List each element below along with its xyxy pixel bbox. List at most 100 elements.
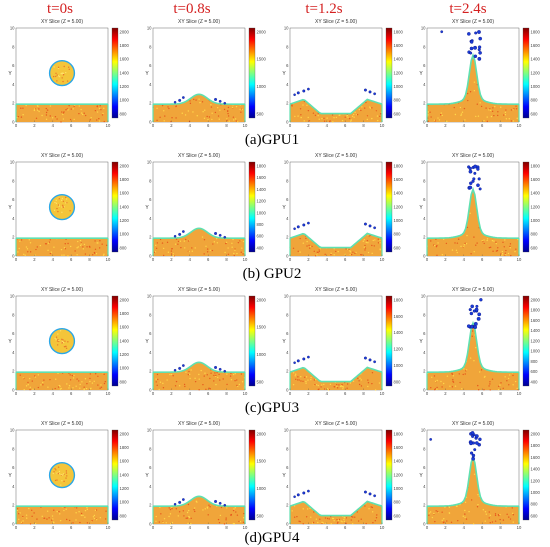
droplet-speckle [63, 65, 65, 68]
pool-speckle [373, 245, 375, 247]
pool-speckle [155, 515, 157, 518]
pool-fill [290, 501, 382, 524]
pool-fill [153, 228, 245, 256]
pool-speckle [155, 520, 157, 522]
droplet-speckle [61, 338, 63, 341]
x-tick-label: 8 [499, 123, 502, 128]
slice-panel: XY Slice (Z = 5.00)02468100246810XY20001… [419, 284, 549, 396]
droplet-speckle [67, 66, 70, 68]
pool-speckle [305, 376, 308, 378]
pool-speckle [194, 510, 196, 513]
y-tick-label: 10 [284, 294, 289, 299]
pool-speckle [211, 112, 213, 114]
pool-speckle [308, 120, 311, 122]
slice-title: XY Slice (Z = 5.00) [41, 421, 83, 427]
y-tick-label: 4 [423, 216, 426, 221]
pool-speckle [213, 241, 216, 243]
jet-droplet [475, 304, 479, 308]
pool-speckle [159, 238, 162, 241]
pool-speckle [444, 120, 447, 123]
pool-speckle [440, 112, 442, 114]
colorbar-tick-label: 600 [394, 245, 402, 250]
pool-speckle [227, 247, 229, 249]
pool-speckle [318, 118, 320, 120]
y-tick-label: 6 [286, 197, 289, 202]
pool-speckle [182, 510, 185, 512]
pool-speckle [470, 499, 473, 501]
splash-droplet [214, 97, 218, 101]
pool-speckle [480, 369, 483, 371]
y-tick-label: 4 [12, 350, 15, 355]
pool-speckle [437, 510, 439, 513]
pool-speckle [80, 243, 83, 245]
pool-speckle [84, 114, 87, 117]
pool-speckle [429, 511, 432, 513]
pool-speckle [203, 375, 205, 377]
pool-speckle [198, 98, 200, 100]
pool-speckle [31, 380, 33, 382]
pool-speckle [201, 236, 204, 238]
x-tick-label: 6 [70, 391, 73, 396]
pool-surface [289, 366, 383, 383]
pool-speckle [457, 519, 459, 522]
droplet-speckle [61, 342, 63, 344]
droplet-speckle [61, 206, 63, 208]
pool-speckle [326, 117, 328, 119]
pool-speckle [38, 108, 40, 110]
pool-speckle [89, 373, 92, 375]
pool-speckle [431, 516, 434, 519]
jet-droplet [469, 46, 474, 51]
jet-droplet [471, 453, 476, 458]
droplet-speckle [58, 339, 60, 342]
pool [289, 366, 383, 391]
slice-title: XY Slice (Z = 5.00) [178, 421, 220, 427]
pool-speckle [216, 242, 219, 244]
pool-speckle [180, 246, 182, 249]
y-tick-label: 4 [12, 484, 15, 489]
droplet-speckle [54, 468, 56, 470]
droplet-speckle [65, 477, 67, 479]
pool-speckle [195, 99, 197, 101]
droplet-speckle [57, 210, 59, 213]
pool-speckle [512, 120, 515, 122]
pool-speckle [306, 508, 309, 510]
pool-speckle [188, 509, 190, 512]
pool-speckle [452, 380, 454, 383]
splash-droplet [302, 491, 306, 495]
pool-speckle [499, 384, 501, 386]
pool-speckle [93, 517, 96, 520]
pool-speckle [466, 226, 469, 229]
y-tick-label: 0 [286, 120, 289, 125]
jet-droplet [478, 437, 482, 442]
pool-speckle [305, 516, 308, 518]
pool-speckle [72, 108, 74, 110]
pool-speckle [348, 117, 351, 120]
pool-speckle [316, 254, 318, 256]
droplet-speckle [60, 199, 63, 202]
splash-droplet [182, 96, 185, 99]
droplet-speckle [61, 197, 64, 200]
pool-speckle [464, 373, 466, 375]
pool-speckle [512, 514, 515, 516]
y-tick-label: 6 [12, 63, 15, 68]
x-tick-label: 0 [152, 123, 155, 128]
pool-speckle [365, 522, 367, 525]
pool-speckle [297, 115, 299, 117]
splash-droplet [373, 360, 376, 364]
pool-speckle [28, 239, 30, 241]
pool-speckle [25, 104, 27, 107]
x-tick-label: 2 [307, 391, 310, 396]
pool-speckle [371, 107, 373, 109]
pool-speckle [99, 516, 102, 519]
pool-speckle [230, 379, 233, 381]
pool-speckle [191, 250, 194, 252]
pool-speckle [198, 378, 200, 380]
pool-speckle [206, 248, 209, 250]
slice-title: XY Slice (Z = 5.00) [315, 19, 357, 25]
pool-speckle [41, 515, 43, 517]
pool-speckle [89, 119, 91, 121]
y-tick-label: 2 [423, 101, 426, 106]
pool-speckle [231, 106, 234, 109]
colorbar [248, 161, 256, 253]
x-tick-label: 0 [152, 525, 155, 530]
